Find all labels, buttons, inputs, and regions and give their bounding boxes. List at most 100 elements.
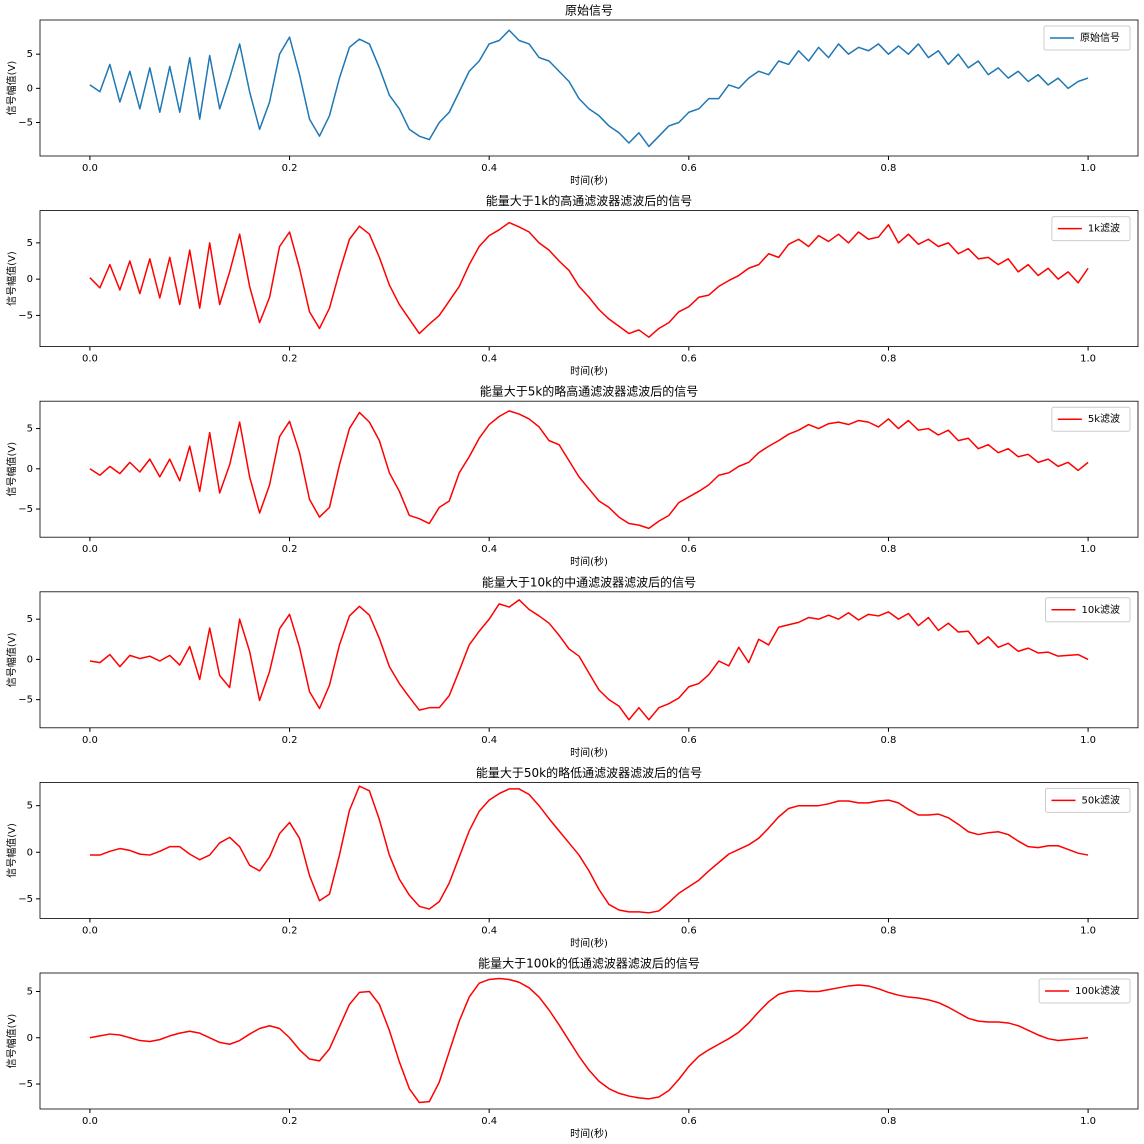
- y-tick-label: 0: [27, 847, 33, 858]
- legend: 50k滤波: [1044, 787, 1131, 813]
- legend-label: 5k滤波: [1088, 412, 1120, 425]
- x-tick-label: 0.6: [681, 925, 697, 936]
- x-tick-label: 0.6: [681, 354, 697, 365]
- x-tick-label: 0.8: [881, 354, 897, 365]
- x-tick-label: 0.8: [881, 163, 897, 174]
- legend-box: [1038, 978, 1131, 1004]
- x-axis-label: 时间(秒): [570, 365, 608, 378]
- y-tick-label: 0: [27, 464, 33, 475]
- legend: 1k滤波: [1051, 216, 1131, 242]
- axes-frame: [39, 19, 1139, 157]
- legend-box: [1044, 597, 1131, 623]
- y-tick-label: −5: [18, 118, 33, 129]
- x-tick-label: 1.0: [1080, 163, 1096, 174]
- legend-label: 1k滤波: [1088, 222, 1120, 235]
- x-tick-label: 1.0: [1080, 735, 1096, 746]
- y-tick-label: 0: [27, 1033, 33, 1044]
- y-axis-label: 信号幅值(V): [5, 61, 18, 116]
- legend: 5k滤波: [1051, 406, 1131, 432]
- y-tick-label: 5: [27, 801, 33, 812]
- x-tick-label: 0.2: [282, 354, 298, 365]
- y-tick-label: −5: [18, 1079, 33, 1090]
- y-tick-label: 0: [27, 654, 33, 665]
- legend-label: 原始信号: [1080, 31, 1120, 44]
- y-tick-label: 5: [27, 424, 33, 435]
- x-tick-label: 0.2: [282, 544, 298, 555]
- x-tick-label: 0.0: [82, 354, 98, 365]
- axes-frame: [39, 210, 1139, 348]
- y-axis-label: 信号幅值(V): [5, 823, 18, 878]
- chart-title: 能量大于5k的略高通滤波器滤波后的信号: [480, 384, 699, 399]
- x-tick-label: 0.4: [481, 163, 497, 174]
- legend-label: 50k滤波: [1081, 793, 1120, 806]
- x-tick-label: 0.4: [481, 735, 497, 746]
- x-tick-label: 0.0: [82, 163, 98, 174]
- y-tick-label: 0: [27, 83, 33, 94]
- y-tick-label: −5: [18, 695, 33, 706]
- legend-box: [1044, 787, 1131, 813]
- series-line: [89, 221, 1089, 338]
- y-tick-label: 5: [27, 614, 33, 625]
- chart-title: 能量大于50k的略低通滤波器滤波后的信号: [476, 765, 702, 780]
- y-tick-label: −5: [18, 504, 33, 515]
- legend-box: [1051, 406, 1131, 432]
- x-tick-label: 0.2: [282, 735, 298, 746]
- x-tick-label: 0.8: [881, 1116, 897, 1127]
- y-axis-label: 信号幅值(V): [5, 632, 18, 687]
- x-tick-label: 0.2: [282, 1116, 298, 1127]
- x-tick-label: 0.6: [681, 1116, 697, 1127]
- legend: 10k滤波: [1044, 597, 1131, 623]
- legend-box: [1043, 25, 1131, 51]
- y-tick-label: −5: [18, 310, 33, 321]
- series-line: [89, 410, 1089, 530]
- x-tick-label: 0.2: [282, 925, 298, 936]
- y-tick-label: 0: [27, 274, 33, 285]
- x-axis-label: 时间(秒): [570, 746, 608, 759]
- series-line: [89, 599, 1089, 721]
- y-tick-label: 5: [27, 238, 33, 249]
- x-axis-label: 时间(秒): [570, 936, 608, 949]
- axes-frame: [39, 400, 1139, 538]
- x-tick-label: 0.6: [681, 735, 697, 746]
- x-axis-label: 时间(秒): [570, 174, 608, 187]
- x-tick-label: 0.4: [481, 1116, 497, 1127]
- x-tick-label: 0.8: [881, 544, 897, 555]
- x-tick-label: 0.4: [481, 354, 497, 365]
- x-tick-label: 1.0: [1080, 925, 1096, 936]
- x-tick-label: 1.0: [1080, 354, 1096, 365]
- x-tick-label: 0.0: [82, 1116, 98, 1127]
- chart-title: 能量大于1k的高通滤波器滤波后的信号: [486, 193, 693, 208]
- x-tick-label: 0.8: [881, 925, 897, 936]
- x-tick-label: 0.0: [82, 925, 98, 936]
- chart-title: 能量大于10k的中通滤波器滤波后的信号: [482, 574, 696, 589]
- chart-title: 能量大于100k的低通滤波器滤波后的信号: [478, 956, 700, 971]
- legend-box: [1051, 216, 1131, 242]
- x-axis-label: 时间(秒): [570, 1127, 608, 1140]
- x-axis-label: 时间(秒): [570, 555, 608, 568]
- series-line: [89, 977, 1089, 1104]
- x-tick-label: 1.0: [1080, 1116, 1096, 1127]
- x-tick-label: 0.0: [82, 544, 98, 555]
- series-line: [89, 29, 1089, 148]
- y-tick-label: 5: [27, 49, 33, 60]
- x-tick-label: 0.4: [481, 925, 497, 936]
- axes-frame: [39, 972, 1139, 1110]
- series-line: [89, 785, 1089, 914]
- y-axis-label: 信号幅值(V): [5, 251, 18, 306]
- legend-label: 100k滤波: [1075, 984, 1120, 997]
- legend: 原始信号: [1043, 25, 1131, 51]
- legend: 100k滤波: [1038, 978, 1131, 1004]
- y-tick-label: 5: [27, 987, 33, 998]
- y-tick-label: −5: [18, 894, 33, 905]
- y-axis-label: 信号幅值(V): [5, 442, 18, 497]
- axes-frame: [39, 782, 1139, 919]
- y-axis-label: 信号幅值(V): [5, 1014, 18, 1069]
- x-tick-label: 0.2: [282, 163, 298, 174]
